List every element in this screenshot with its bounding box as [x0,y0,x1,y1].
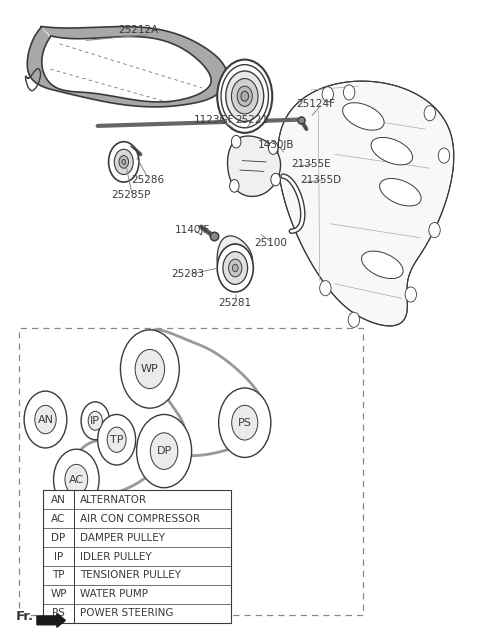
Circle shape [108,141,139,182]
Bar [43,490,230,623]
Circle shape [219,388,271,457]
Text: ALTERNATOR: ALTERNATOR [80,495,147,505]
Text: 25281: 25281 [219,297,252,308]
Text: IDLER PULLEY: IDLER PULLEY [80,552,151,562]
Text: WP: WP [50,589,67,599]
Circle shape [97,415,136,465]
Text: IP: IP [54,552,63,562]
Circle shape [81,402,109,440]
Circle shape [226,71,264,122]
Circle shape [219,388,271,457]
Circle shape [229,180,239,192]
Circle shape [119,155,129,168]
Circle shape [322,87,334,102]
Circle shape [217,60,272,133]
Text: 25124F: 25124F [297,99,336,109]
Ellipse shape [361,251,403,278]
Circle shape [81,402,109,440]
Circle shape [429,222,440,238]
Circle shape [268,141,278,154]
Circle shape [348,312,360,327]
Text: DAMPER PULLEY: DAMPER PULLEY [80,533,165,543]
Text: 1140JF: 1140JF [175,225,210,235]
Circle shape [35,405,56,434]
Text: WATER PUMP: WATER PUMP [80,589,148,599]
Text: TP: TP [52,571,65,580]
Circle shape [343,85,355,100]
Circle shape [320,281,331,296]
Text: 25286: 25286 [131,175,164,185]
Circle shape [114,149,133,175]
Text: TP: TP [110,434,123,445]
FancyArrow shape [37,613,65,627]
Circle shape [65,464,88,495]
Text: 25212A: 25212A [118,25,158,35]
Circle shape [54,449,99,510]
Text: AN: AN [51,495,66,505]
Circle shape [221,65,268,128]
Text: AC: AC [51,513,66,524]
Circle shape [271,173,280,186]
Circle shape [237,86,252,106]
Text: WP: WP [141,364,159,374]
Circle shape [137,415,192,488]
Circle shape [231,78,258,114]
Text: TENSIONER PULLEY: TENSIONER PULLEY [80,571,180,580]
Circle shape [88,412,102,430]
Ellipse shape [380,178,421,206]
Circle shape [232,264,238,272]
Circle shape [228,259,242,277]
Circle shape [24,391,67,448]
Text: POWER STEERING: POWER STEERING [80,608,173,619]
Circle shape [232,405,258,440]
Text: PS: PS [238,418,252,427]
Polygon shape [228,136,280,196]
Polygon shape [278,81,454,326]
Text: 21355E: 21355E [291,159,331,169]
Circle shape [150,433,178,469]
Text: PS: PS [52,608,65,619]
Circle shape [122,159,126,164]
Polygon shape [217,236,252,279]
Text: 1123GF: 1123GF [193,115,234,125]
Circle shape [107,427,126,452]
Text: 25100: 25100 [254,238,287,248]
Polygon shape [27,26,227,107]
Circle shape [120,330,179,408]
Text: AC: AC [69,475,84,485]
Circle shape [405,287,417,302]
Text: AN: AN [37,415,53,424]
Circle shape [231,136,241,148]
Circle shape [217,244,253,292]
Text: 25221: 25221 [235,115,268,125]
Ellipse shape [371,138,413,165]
Ellipse shape [343,103,384,130]
Circle shape [438,148,450,163]
Text: 25283: 25283 [171,269,204,279]
Text: Fr.: Fr. [16,610,34,623]
Bar [19,328,363,615]
Text: DP: DP [51,533,66,543]
Circle shape [135,350,165,389]
Text: 21355D: 21355D [300,175,341,185]
Circle shape [54,449,99,510]
Text: IP: IP [90,416,100,426]
Circle shape [137,415,192,488]
Text: DP: DP [156,446,172,456]
Circle shape [241,91,249,101]
Circle shape [424,106,435,121]
Circle shape [223,252,248,284]
Text: 25285P: 25285P [111,190,151,201]
Circle shape [120,330,179,408]
Circle shape [24,391,67,448]
Circle shape [97,415,136,465]
Text: AIR CON COMPRESSOR: AIR CON COMPRESSOR [80,513,200,524]
Text: 1430JB: 1430JB [257,140,294,150]
